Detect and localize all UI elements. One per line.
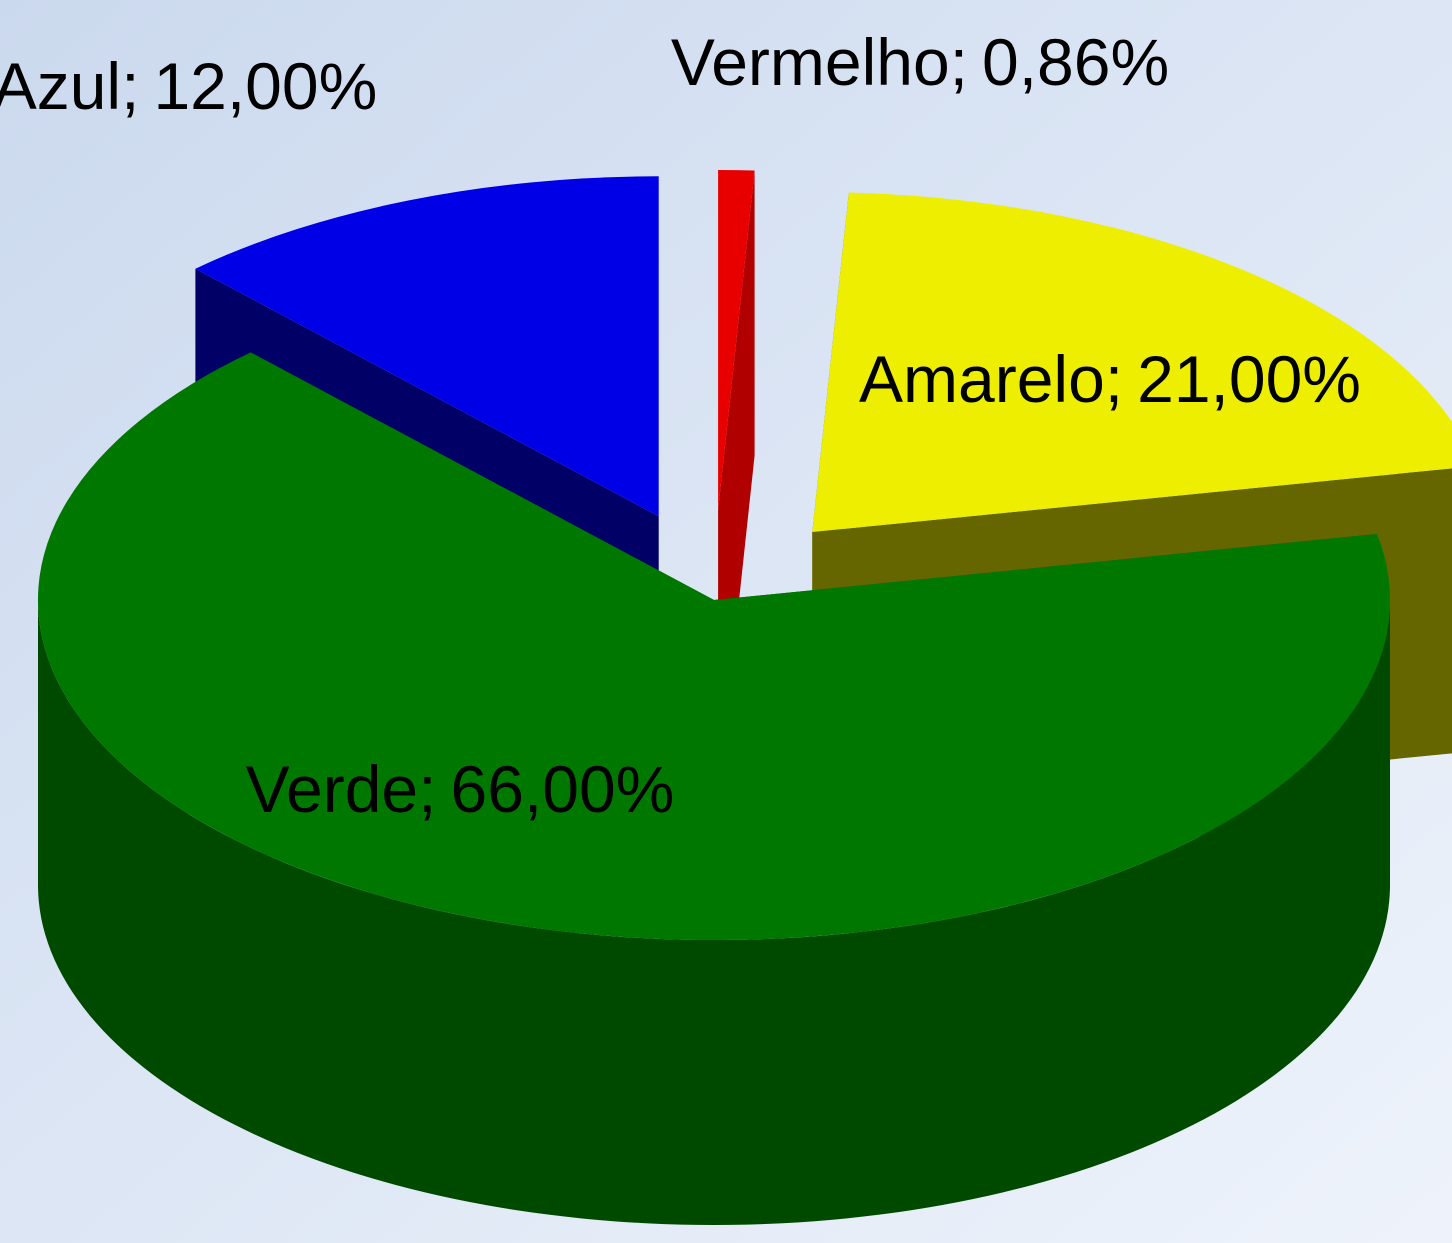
slice [37, 352, 1390, 941]
data-label: Azul; 12,00% [0, 49, 377, 123]
label-value: 12,00% [153, 49, 377, 123]
label-category: Azul [0, 49, 121, 123]
label-separator: ; [418, 752, 436, 826]
label-separator: ; [950, 25, 968, 99]
pie [37, 170, 1452, 1225]
slice [195, 176, 659, 517]
label-category: Verde [246, 752, 418, 826]
label-separator: ; [1105, 342, 1123, 416]
slice [812, 192, 1452, 532]
label-category: Vermelho [671, 25, 950, 99]
label-value: 66,00% [450, 752, 674, 826]
slice-outer-wall [38, 600, 1390, 1225]
slice [718, 170, 755, 510]
data-label: Vermelho; 0,86% [671, 25, 1169, 99]
data-label: Verde; 66,00% [246, 752, 675, 826]
label-value: 21,00% [1137, 342, 1361, 416]
label-separator: ; [121, 49, 139, 123]
label-category: Amarelo [859, 342, 1105, 416]
label-value: 0,86% [982, 25, 1169, 99]
labels: Vermelho; 0,86%Amarelo; 21,00%Verde; 66,00%… [0, 25, 1361, 826]
data-label: Amarelo; 21,00% [859, 342, 1361, 416]
